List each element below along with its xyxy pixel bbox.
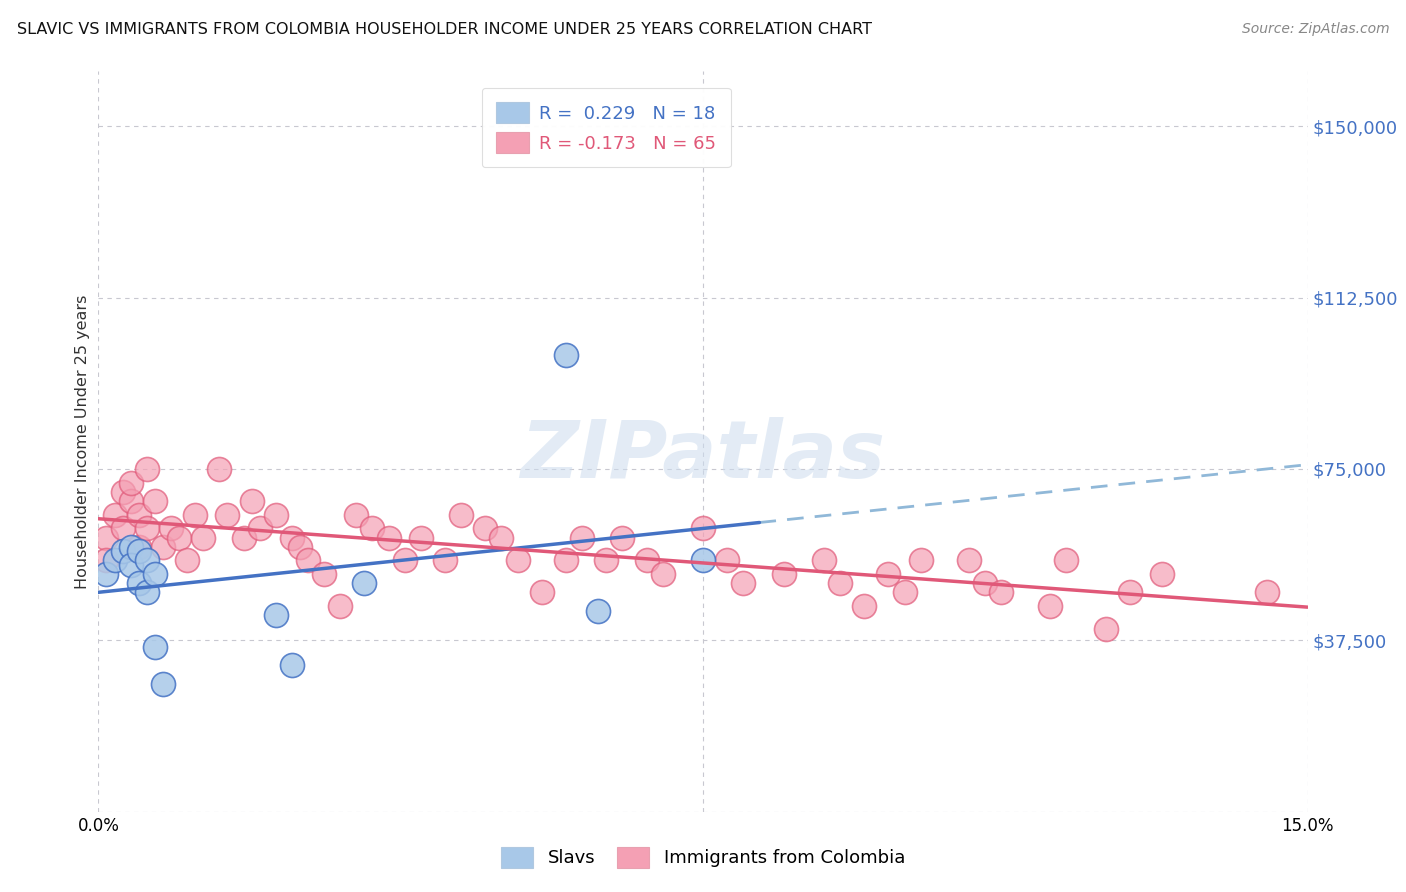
Point (692, 553, 714, 567)
Point (96, 553, 118, 567)
Point (394, 553, 416, 567)
Point (264, 508, 287, 522)
Point (120, 558, 142, 572)
Point (1256, 585, 1278, 599)
Point (249, 521, 271, 535)
Point (361, 521, 384, 535)
Point (651, 567, 673, 582)
Point (232, 531, 254, 545)
Point (636, 553, 658, 567)
Point (733, 576, 755, 591)
Point (450, 508, 472, 522)
Point (135, 462, 157, 476)
Point (990, 585, 1012, 599)
Text: Source: ZipAtlas.com: Source: ZipAtlas.com (1241, 22, 1389, 37)
Point (281, 531, 304, 545)
Point (409, 531, 432, 545)
Point (329, 599, 352, 613)
Point (772, 567, 794, 582)
Legend: R =  0.229   N = 18, R = -0.173   N = 65: R = 0.229 N = 18, R = -0.173 N = 65 (482, 87, 731, 168)
Point (96, 531, 118, 545)
Point (474, 521, 496, 535)
Point (120, 494, 142, 508)
Point (957, 553, 980, 567)
Point (264, 608, 287, 623)
Point (184, 508, 207, 522)
Point (853, 599, 876, 613)
Point (167, 531, 190, 545)
Legend: Slavs, Immigrants from Colombia: Slavs, Immigrants from Colombia (489, 836, 917, 879)
Point (135, 553, 157, 567)
Point (152, 677, 174, 691)
Point (297, 553, 319, 567)
Point (128, 544, 150, 558)
Y-axis label: Householder Income Under 25 years: Householder Income Under 25 years (75, 294, 90, 589)
Point (612, 531, 634, 545)
Point (128, 576, 150, 591)
Point (160, 521, 183, 535)
Point (555, 348, 578, 362)
Point (353, 576, 375, 591)
Point (288, 540, 311, 554)
Point (377, 531, 399, 545)
Point (828, 576, 851, 591)
Point (571, 531, 593, 545)
Point (143, 640, 166, 655)
Point (281, 658, 304, 673)
Point (877, 567, 900, 582)
Point (120, 475, 142, 490)
Point (595, 553, 617, 567)
Point (111, 521, 134, 535)
Point (103, 553, 125, 567)
Point (143, 494, 166, 508)
Point (716, 553, 738, 567)
Point (1054, 553, 1077, 567)
Point (217, 508, 239, 522)
Point (135, 521, 157, 535)
Point (240, 494, 263, 508)
Point (813, 553, 835, 567)
Point (193, 531, 215, 545)
Point (103, 508, 125, 522)
Point (1152, 567, 1174, 582)
Point (893, 585, 915, 599)
Point (555, 553, 578, 567)
Point (152, 540, 174, 554)
Point (111, 544, 134, 558)
Point (176, 553, 198, 567)
Point (120, 540, 142, 554)
Point (506, 553, 529, 567)
Point (434, 553, 457, 567)
Point (910, 553, 932, 567)
Point (96, 567, 118, 582)
Point (692, 521, 714, 535)
Point (111, 484, 134, 499)
Point (1095, 622, 1118, 636)
Point (314, 567, 336, 582)
Point (143, 567, 166, 582)
Point (1039, 599, 1062, 613)
Point (530, 585, 553, 599)
Text: ZIPatlas: ZIPatlas (520, 417, 886, 495)
Point (1119, 585, 1142, 599)
Point (344, 508, 367, 522)
Point (128, 540, 150, 554)
Point (974, 576, 997, 591)
Text: SLAVIC VS IMMIGRANTS FROM COLOMBIA HOUSEHOLDER INCOME UNDER 25 YEARS CORRELATION: SLAVIC VS IMMIGRANTS FROM COLOMBIA HOUSE… (17, 22, 872, 37)
Point (208, 462, 231, 476)
Point (586, 604, 609, 618)
Point (135, 585, 157, 599)
Point (128, 508, 150, 522)
Point (491, 531, 513, 545)
